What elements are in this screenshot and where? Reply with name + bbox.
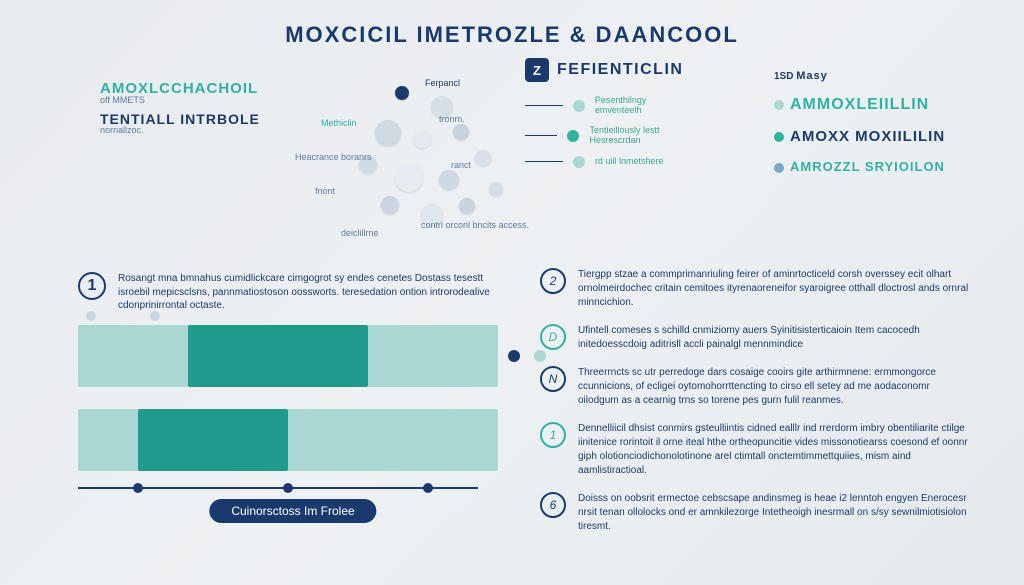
- molecule-atom: [395, 164, 423, 192]
- molecule-atom: [453, 124, 469, 140]
- ll-text-1: Rosangt mna bmnahus cumidlickcare cimgog…: [118, 272, 508, 313]
- molecule-atom: [459, 198, 475, 214]
- bar-row: [78, 325, 508, 387]
- cr-row: rd uill lnmetshere: [525, 156, 695, 168]
- molecule-label: ranct: [451, 160, 471, 170]
- lr-text: Tiergpp stzae a commprimanriuling feirer…: [578, 268, 970, 310]
- molecule-label: Heacrance boranrs: [295, 152, 372, 162]
- molecule-atom: [489, 182, 503, 196]
- bullet-dot-icon: [573, 100, 585, 112]
- lr-badge: N: [540, 366, 566, 392]
- bar-caption: Cuinorsctoss Im Frolee: [209, 499, 376, 523]
- molecule-label: deiclillrne: [341, 228, 379, 238]
- molecule-label: fnont: [315, 186, 335, 196]
- bar-row: [78, 409, 508, 471]
- lr-row: D Ufintell comeses s schilld cnmiziomy au…: [540, 324, 970, 352]
- dot-icon: [774, 132, 784, 142]
- molecule-atom: [475, 150, 491, 166]
- lr-row: 6 Doisss on oobsrit ermectoe cebscsape an…: [540, 492, 970, 534]
- divider-dot-icon: [534, 350, 546, 362]
- dot-icon: [774, 163, 784, 173]
- fr-item: AMROZZL SRYIOILON: [774, 159, 964, 174]
- bullet-dot-icon: [567, 130, 579, 142]
- lr-badge: 6: [540, 492, 566, 518]
- fr-item: 1SD Masy: [774, 70, 964, 82]
- tick-dot-icon: [86, 311, 96, 321]
- ll-badge-1: 1: [78, 272, 106, 300]
- molecule-atom: [413, 130, 431, 148]
- lower-left-block: 1 Rosangt mna bmnahus cumidlickcare cimg…: [78, 272, 508, 505]
- lr-text: Threerrncts sc utr perredoge dars cosaig…: [578, 366, 970, 408]
- lr-badge: 1: [540, 422, 566, 448]
- axis-dot-icon: [283, 483, 293, 493]
- lr-text: Ufintell comeses s schilld cnmiziomy aue…: [578, 324, 970, 352]
- fr-item: AMMOXLEIILLIN: [774, 96, 964, 114]
- molecule-atom: [395, 86, 409, 100]
- molecule-diagram: FerpanclMethiclintronm.Heacrance boranrs…: [335, 78, 525, 248]
- lr-text: Doisss on oobsrit ermectoe cebscsape and…: [578, 492, 970, 534]
- far-right-labels: 1SD Masy AMMOXLEIILLIN AMOXX MOXIILILIN AMR…: [774, 70, 964, 188]
- lr-row: N Threerrncts sc utr perredoge dars cosai…: [540, 366, 970, 408]
- fr-item: AMOXX MOXIILILIN: [774, 128, 964, 145]
- page-title: MOXCICIL IMETROZLE & DAANCOOL: [0, 22, 1024, 48]
- cr-title: FEFIENTICLIN: [557, 61, 683, 79]
- upper-left-labels: AMOXLCCHACHOILoff MMETS TENTIALL INTRBOLE…: [100, 80, 310, 141]
- cr-row: Pesenthilngy emventeelh: [525, 96, 695, 116]
- divider-dot-icon: [508, 350, 520, 362]
- tick-dot-icon: [150, 311, 160, 321]
- lr-badge: D: [540, 324, 566, 350]
- ul-item: AMOXLCCHACHOILoff MMETS: [100, 80, 310, 105]
- lr-row: 1 Dennelliicil dhsist conmirs gsteulliint…: [540, 422, 970, 478]
- molecule-atom: [439, 170, 459, 190]
- bar-chart: Cuinorsctoss Im Frolee: [78, 325, 508, 505]
- molecule-label: tronm.: [439, 114, 465, 124]
- lr-row: 2 Tiergpp stzae a commprimanriuling feire…: [540, 268, 970, 310]
- center-right-list: Z FEFIENTICLIN Pesenthilngy emventeelh Te…: [525, 58, 695, 178]
- bullet-dot-icon: [573, 156, 585, 168]
- dot-icon: [774, 100, 784, 110]
- molecule-atom: [375, 120, 401, 146]
- axis-dot-icon: [423, 483, 433, 493]
- lr-badge: 2: [540, 268, 566, 294]
- molecule-atom: [381, 196, 399, 214]
- cr-row: Tentieillously lestt Hesrescrdan: [525, 126, 695, 146]
- molecule-label: contri orconl bncits access.: [421, 220, 529, 230]
- lower-right-list: 2 Tiergpp stzae a commprimanriuling feire…: [540, 268, 970, 548]
- ul-item: TENTIALL INTRBOLEnornallzoc.: [100, 111, 310, 135]
- axis-dot-icon: [133, 483, 143, 493]
- lr-text: Dennelliicil dhsist conmirs gsteulliinti…: [578, 422, 970, 478]
- molecule-label: Ferpancl: [425, 78, 460, 88]
- molecule-label: Methiclin: [321, 118, 357, 128]
- cr-badge: Z: [525, 58, 549, 82]
